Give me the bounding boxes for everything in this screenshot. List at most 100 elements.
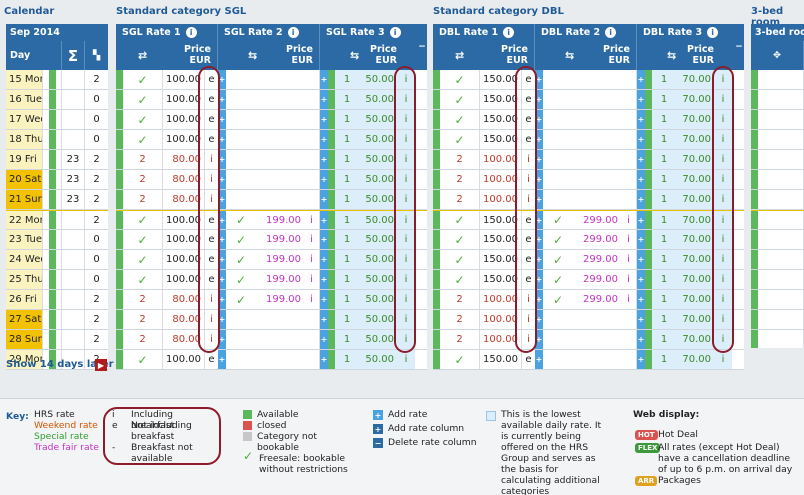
add-rate-button[interactable]: + <box>218 70 226 89</box>
status-cell[interactable]: ✓ <box>123 110 163 129</box>
status-cell[interactable]: ✓ <box>440 350 480 369</box>
status-cell[interactable]: ✓ <box>123 130 163 149</box>
price-cell[interactable]: 100.00 <box>480 150 522 169</box>
add-rate-button[interactable]: + <box>218 310 226 329</box>
quantity-cell[interactable]: 1 <box>335 310 359 329</box>
add-rate-button[interactable]: + <box>320 130 328 149</box>
quantity-cell[interactable]: 1 <box>652 150 676 169</box>
status-cell[interactable]: ✓ <box>440 270 480 289</box>
empty-cell[interactable] <box>226 130 320 149</box>
status-cell[interactable]: ✓ <box>235 232 247 247</box>
price-cell[interactable]: 299.00 <box>583 254 618 265</box>
price-cell[interactable]: 100.00 <box>163 90 205 109</box>
add-rate-button[interactable]: + <box>320 211 328 229</box>
add-rate-button[interactable]: + <box>218 110 226 129</box>
status-cell[interactable]: ✓ <box>552 272 564 287</box>
price-cell[interactable]: 100.00 <box>163 211 205 229</box>
add-rate-button[interactable]: + <box>637 211 645 229</box>
price-cell[interactable]: 50.00 <box>359 110 397 129</box>
status-cell[interactable]: ✓ <box>123 70 163 89</box>
status-cell[interactable]: ✓ <box>440 90 480 109</box>
add-rate-button[interactable]: + <box>218 90 226 109</box>
add-rate-button[interactable]: + <box>320 230 328 249</box>
status-cell[interactable]: ✓ <box>440 250 480 269</box>
price-cell[interactable]: 50.00 <box>359 350 397 369</box>
add-rate-button[interactable]: + <box>320 90 328 109</box>
add-rate-button[interactable]: + <box>320 250 328 269</box>
price-cell[interactable]: 199.00 <box>266 234 301 245</box>
price-cell[interactable]: 50.00 <box>359 310 397 329</box>
empty-cell[interactable] <box>543 310 637 329</box>
status-cell[interactable]: 2 <box>123 150 163 169</box>
add-rate-button[interactable]: + <box>320 310 328 329</box>
status-cell[interactable]: ✓ <box>235 213 247 227</box>
price-cell[interactable]: 80.00 <box>163 190 205 209</box>
price-cell[interactable]: 150.00 <box>480 270 522 289</box>
quantity-cell[interactable]: 1 <box>652 290 676 309</box>
quantity-cell[interactable]: 1 <box>652 330 676 349</box>
status-cell[interactable]: ✓ <box>440 70 480 89</box>
price-cell[interactable]: 100.00 <box>163 70 205 89</box>
add-rate-button[interactable]: + <box>535 270 543 289</box>
empty-cell[interactable] <box>758 110 804 129</box>
add-rate-button[interactable]: + <box>637 270 645 289</box>
add-rate-button[interactable]: + <box>637 350 645 369</box>
empty-cell[interactable] <box>758 330 804 348</box>
empty-cell[interactable] <box>543 70 637 89</box>
empty-cell[interactable] <box>226 350 320 369</box>
add-rate-button[interactable]: + <box>637 250 645 269</box>
add-rate-button[interactable]: + <box>320 330 328 349</box>
quantity-cell[interactable]: 1 <box>335 290 359 309</box>
price-cell[interactable]: 199.00 <box>266 254 301 265</box>
price-cell[interactable]: 70.00 <box>676 211 714 229</box>
add-rate-button[interactable]: + <box>535 170 543 189</box>
status-cell[interactable]: ✓ <box>440 130 480 149</box>
info-icon[interactable]: i <box>707 27 719 38</box>
add-rate-button[interactable]: + <box>320 150 328 169</box>
quantity-cell[interactable]: 1 <box>335 130 359 149</box>
price-cell[interactable]: 150.00 <box>480 70 522 89</box>
add-rate-button[interactable]: + <box>320 170 328 189</box>
empty-cell[interactable] <box>226 70 320 89</box>
price-cell[interactable]: 199.00 <box>266 274 301 285</box>
status-cell[interactable]: 2 <box>123 190 163 209</box>
empty-cell[interactable] <box>758 90 804 109</box>
price-cell[interactable]: 70.00 <box>676 190 714 209</box>
price-cell[interactable]: 299.00 <box>583 274 618 285</box>
quantity-cell[interactable]: 1 <box>335 190 359 209</box>
add-rate-button[interactable]: + <box>637 90 645 109</box>
delete-column-button[interactable]: − <box>734 42 744 52</box>
empty-cell[interactable] <box>226 190 320 209</box>
add-rate-button[interactable]: + <box>535 211 543 229</box>
status-cell[interactable]: ✓ <box>235 252 247 267</box>
price-cell[interactable]: 70.00 <box>676 170 714 189</box>
add-rate-button[interactable]: + <box>535 290 543 309</box>
price-cell[interactable]: 50.00 <box>359 130 397 149</box>
add-rate-button[interactable]: + <box>535 130 543 149</box>
quantity-cell[interactable]: 1 <box>652 110 676 129</box>
empty-cell[interactable] <box>543 90 637 109</box>
quantity-cell[interactable]: 1 <box>335 150 359 169</box>
add-rate-button[interactable]: + <box>218 290 226 309</box>
price-cell[interactable]: 100.00 <box>480 170 522 189</box>
price-cell[interactable]: 50.00 <box>359 250 397 269</box>
quantity-cell[interactable]: 1 <box>652 350 676 369</box>
price-cell[interactable]: 50.00 <box>359 70 397 89</box>
price-cell[interactable]: 70.00 <box>676 250 714 269</box>
add-rate-button[interactable]: + <box>535 330 543 349</box>
empty-cell[interactable] <box>543 110 637 129</box>
price-cell[interactable]: 299.00 <box>583 234 618 245</box>
add-rate-button[interactable]: + <box>218 330 226 349</box>
quantity-cell[interactable]: 1 <box>652 70 676 89</box>
price-cell[interactable]: 70.00 <box>676 230 714 249</box>
price-cell[interactable]: 80.00 <box>163 290 205 309</box>
add-rate-button[interactable]: + <box>320 290 328 309</box>
status-cell[interactable]: ✓ <box>123 350 163 369</box>
price-cell[interactable]: 80.00 <box>163 170 205 189</box>
price-cell[interactable]: 100.00 <box>163 350 205 369</box>
empty-cell[interactable] <box>758 270 804 289</box>
empty-cell[interactable] <box>226 150 320 169</box>
empty-cell[interactable] <box>226 90 320 109</box>
price-cell[interactable]: 100.00 <box>480 330 522 349</box>
add-rate-button[interactable]: + <box>320 70 328 89</box>
